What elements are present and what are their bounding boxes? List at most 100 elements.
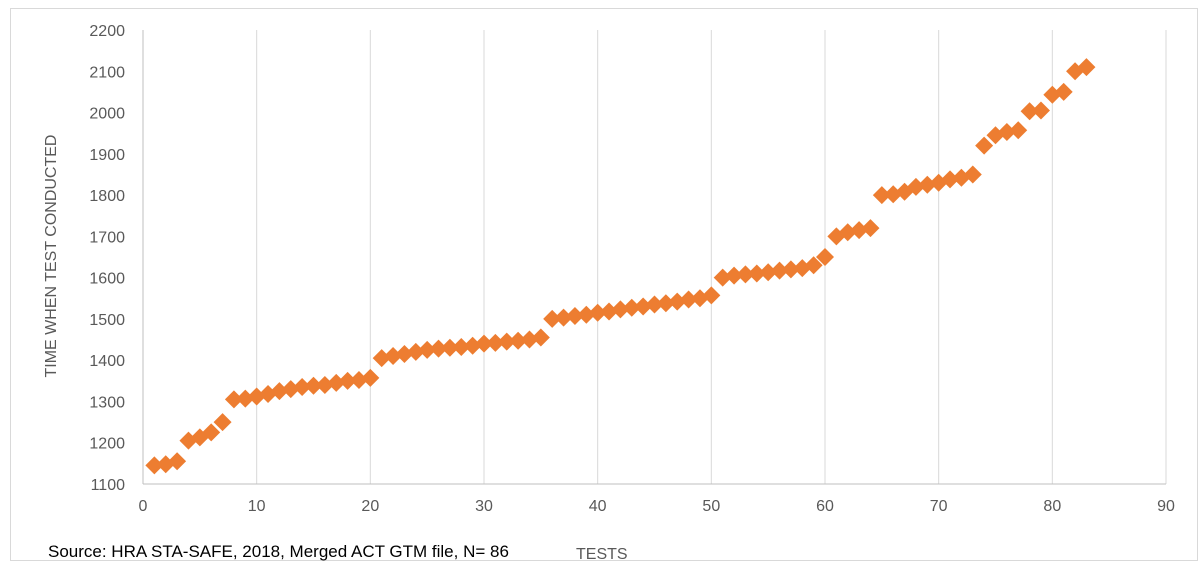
x-tick-label: 90 (1157, 498, 1175, 515)
data-point (656, 294, 675, 313)
axes (142, 30, 1166, 485)
data-point (736, 265, 755, 284)
x-tick-label: 10 (248, 498, 266, 515)
data-point (1009, 121, 1028, 140)
y-tick-label: 1500 (89, 312, 125, 329)
y-tick-label: 2100 (89, 64, 125, 81)
data-point (270, 382, 289, 401)
data-point (634, 297, 653, 316)
data-point (338, 371, 357, 390)
data-point (963, 165, 982, 184)
data-point (543, 309, 562, 328)
data-point (838, 223, 857, 242)
data-point (145, 456, 164, 475)
data-point (645, 295, 664, 314)
data-point (918, 175, 937, 194)
data-point (236, 389, 255, 408)
data-point (725, 266, 744, 285)
y-tick-label: 1300 (89, 394, 125, 411)
data-point (816, 248, 834, 266)
data-point (509, 331, 528, 350)
data-point (406, 342, 425, 361)
y-tick-label: 1600 (89, 271, 125, 288)
x-tick-label: 80 (1043, 498, 1061, 515)
data-point (429, 339, 448, 358)
x-axis-title: TESTS (576, 546, 628, 563)
data-point (520, 330, 539, 349)
data-point (497, 332, 516, 351)
data-point (213, 413, 232, 432)
data-point (304, 376, 323, 395)
data-point (531, 328, 550, 347)
data-point (168, 452, 187, 471)
data-point (975, 136, 994, 155)
data-point (463, 336, 482, 355)
data-point (1020, 102, 1039, 121)
data-point (202, 423, 221, 442)
data-point (315, 375, 334, 394)
data-point (372, 349, 391, 368)
data-point (702, 286, 721, 305)
y-tick-label: 1900 (89, 147, 125, 164)
data-point (588, 303, 607, 322)
data-point (577, 305, 596, 324)
data-point (440, 338, 459, 357)
x-tick-label: 40 (589, 498, 607, 515)
data-point (486, 333, 505, 352)
y-tick-label: 1200 (89, 436, 125, 453)
data-point (565, 307, 584, 326)
data-point (395, 344, 414, 363)
y-tick-labels: 1100 1200 1300 1400 1500 1600 1700 1800 1900 2000… (89, 23, 125, 494)
data-point (611, 300, 630, 319)
source-note: Source: HRA STA-SAFE, 2018, Merged ACT G… (48, 542, 509, 561)
y-tick-label: 2200 (89, 23, 125, 40)
y-tick-label: 1400 (89, 353, 125, 370)
data-point (781, 260, 800, 279)
data-point (770, 261, 789, 280)
y-tick-label: 1100 (91, 477, 126, 494)
data-point (850, 221, 869, 240)
y-tick-label: 1700 (89, 229, 125, 246)
data-point (861, 219, 880, 238)
data-point (997, 122, 1016, 141)
data-point (452, 337, 471, 356)
data-point (384, 347, 403, 366)
x-tick-label: 60 (816, 498, 834, 515)
x-tick-labels: 0 10 20 30 40 50 60 70 80 90 (139, 498, 1175, 515)
data-point (622, 298, 641, 317)
data-point (679, 290, 698, 309)
x-tick-label: 20 (361, 498, 379, 515)
y-tick-label: 2000 (89, 106, 125, 123)
data-point (349, 370, 368, 389)
data-point (600, 302, 619, 321)
data-point (1031, 101, 1050, 120)
data-point (475, 334, 493, 353)
data-point (281, 380, 300, 399)
data-point (906, 177, 925, 196)
data-point (293, 378, 312, 397)
data-point (1077, 58, 1096, 77)
x-tick-label: 70 (930, 498, 948, 515)
data-point (747, 264, 766, 283)
y-axis-title: TIME WHEN TEST CONDUCTED (43, 135, 60, 378)
gridlines (256, 30, 1167, 484)
y-tick-label: 1800 (89, 188, 125, 205)
chart-frame (10, 8, 1198, 561)
data-point (418, 340, 437, 359)
data-point (804, 256, 823, 275)
x-tick-label: 0 (139, 498, 148, 515)
data-point (759, 263, 778, 282)
data-point (1054, 82, 1073, 101)
data-point (668, 292, 687, 311)
data-points (145, 58, 1096, 475)
data-point (327, 373, 346, 392)
x-tick-label: 30 (475, 498, 493, 515)
data-point (941, 170, 960, 189)
x-tick-label: 50 (702, 498, 720, 515)
data-point (554, 308, 573, 327)
data-point (872, 186, 891, 205)
data-point (361, 368, 380, 387)
data-point (224, 390, 243, 409)
data-point (713, 268, 732, 287)
